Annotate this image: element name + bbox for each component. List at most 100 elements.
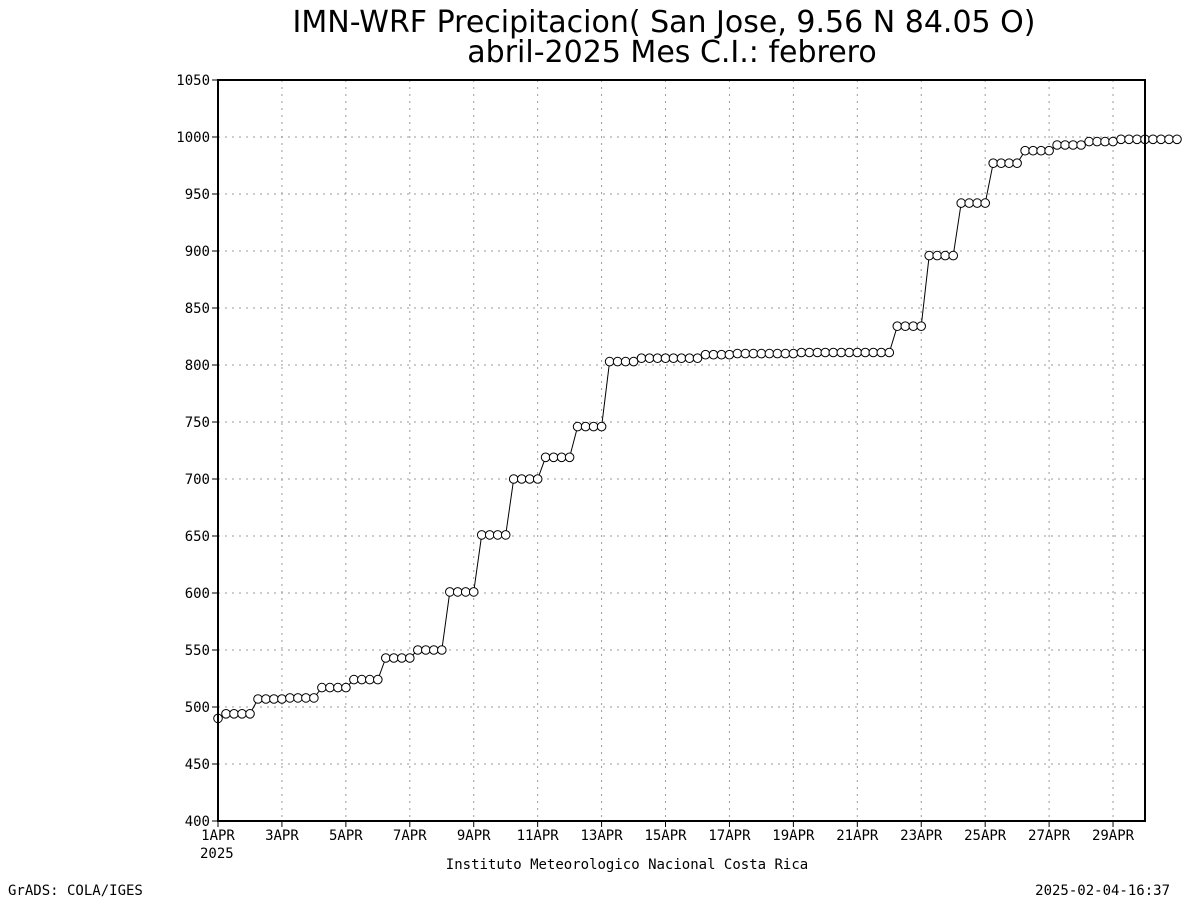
data-point <box>780 348 791 359</box>
x-tick-label: 5APR <box>329 828 363 844</box>
data-point <box>269 694 279 704</box>
data-point <box>277 694 287 704</box>
y-tick-label: 400 <box>185 814 210 830</box>
data-point <box>892 321 903 332</box>
y-tick-label: 650 <box>185 529 210 545</box>
y-axis: 400 450 500 550 600 650 700 750 800 850 900 950 1000… <box>176 73 218 830</box>
data-point <box>876 347 887 358</box>
x-tick-label: 23APR <box>900 828 943 844</box>
data-point <box>1060 140 1070 150</box>
data-point <box>229 709 239 719</box>
data-point <box>596 421 607 432</box>
data-point <box>516 474 527 484</box>
data-point <box>1148 134 1158 145</box>
data-point <box>988 158 999 168</box>
data-point <box>341 682 351 693</box>
data-point <box>429 645 439 655</box>
data-point <box>301 693 311 703</box>
y-tick-label: 950 <box>185 187 210 203</box>
data-point <box>916 321 927 332</box>
data-point <box>1044 145 1054 156</box>
y-tick-label: 850 <box>185 301 210 317</box>
data-point <box>868 347 879 358</box>
series-line <box>217 138 1177 719</box>
data-point <box>924 250 935 261</box>
x-tick-label: 11APR <box>517 828 560 844</box>
data-point <box>828 347 839 358</box>
x-tick-label: 25APR <box>964 828 1007 844</box>
data-point <box>452 587 463 597</box>
data-point <box>740 348 751 359</box>
x-axis: 1APR 3APR 5APR 7APR 9APR 11APR 13APR 15APR 17APR… <box>201 821 1135 844</box>
data-point <box>1100 136 1110 147</box>
data-points <box>213 134 1182 724</box>
y-tick-label: 1050 <box>176 73 210 89</box>
data-point <box>524 474 535 484</box>
data-point <box>948 250 959 261</box>
data-point <box>580 421 591 432</box>
y-tick-label: 750 <box>185 415 210 431</box>
data-point <box>237 709 247 719</box>
data-point <box>884 347 895 358</box>
data-point <box>588 421 599 432</box>
data-point <box>940 250 951 261</box>
data-point <box>604 356 615 367</box>
data-point <box>748 348 759 359</box>
data-point <box>540 452 551 463</box>
data-point <box>772 348 783 359</box>
data-point <box>317 682 327 693</box>
data-point <box>972 198 983 208</box>
data-point <box>389 653 399 663</box>
data-point <box>1164 134 1174 145</box>
data-point <box>700 349 711 360</box>
data-point <box>764 348 775 359</box>
data-point <box>572 421 583 432</box>
data-point <box>373 674 383 685</box>
chart-title: IMN-WRF Precipitacion( San Jose, 9.56 N … <box>293 5 1036 40</box>
y-tick-label: 600 <box>185 586 210 602</box>
data-point <box>349 674 359 685</box>
data-point <box>333 682 343 693</box>
data-point <box>724 349 735 360</box>
data-point <box>628 356 639 367</box>
y-tick-label: 450 <box>185 757 210 773</box>
data-point <box>508 474 519 484</box>
data-point <box>500 530 511 540</box>
y-tick-label: 550 <box>185 643 210 659</box>
x-tick-label: 3APR <box>265 828 299 844</box>
data-point <box>1132 134 1142 145</box>
chart-subtitle: abril-2025 Mes C.I.: febrero <box>467 35 876 70</box>
data-point <box>1012 158 1022 168</box>
data-point <box>421 645 431 655</box>
data-point <box>612 356 623 367</box>
x-tick-label: 1APR <box>201 828 235 844</box>
data-point <box>285 693 295 703</box>
data-point <box>1076 140 1086 150</box>
data-point <box>732 348 743 359</box>
data-point <box>1020 145 1030 156</box>
x-tick-label: 27APR <box>1028 828 1071 844</box>
data-point <box>245 709 255 719</box>
data-point <box>652 353 663 364</box>
data-point <box>1036 145 1046 156</box>
data-point <box>1092 136 1102 147</box>
data-point <box>676 353 687 364</box>
data-point <box>484 530 495 540</box>
data-point <box>908 321 919 332</box>
data-point <box>397 653 407 663</box>
data-point <box>413 645 423 655</box>
data-point <box>636 353 647 364</box>
data-point <box>492 530 503 540</box>
data-point <box>980 198 991 208</box>
x-tick-label: 17APR <box>708 828 751 844</box>
plot-frame <box>217 79 1146 822</box>
data-point <box>660 353 671 364</box>
data-point <box>996 158 1007 168</box>
data-point <box>644 353 655 364</box>
y-tick-label: 800 <box>185 358 210 374</box>
data-point <box>812 347 823 358</box>
data-point <box>1172 134 1182 145</box>
footer-software: GrADS: COLA/IGES <box>8 883 143 899</box>
data-point <box>1004 158 1014 168</box>
